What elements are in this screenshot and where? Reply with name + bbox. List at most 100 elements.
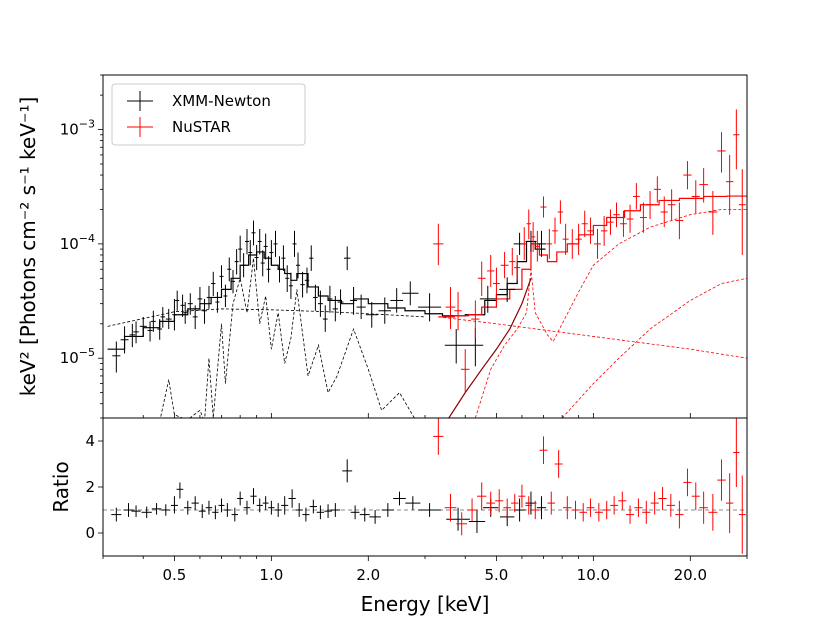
spectrum-points <box>112 109 746 393</box>
spectrum-xmm-point <box>183 302 188 324</box>
ratio-nustar-point <box>547 491 556 515</box>
model-line-6 <box>561 277 747 418</box>
ratio-nustar-point <box>610 496 619 515</box>
ratio-nustar-point <box>602 500 611 520</box>
spectrum-xmm-point <box>241 253 246 278</box>
spectrum-xmm-point <box>277 256 282 283</box>
spectrum-nustar-point <box>477 261 486 297</box>
legend-label: NuSTAR <box>172 118 231 136</box>
ratio-xmm-point <box>405 496 421 510</box>
spectrum-nustar-point <box>514 254 521 281</box>
spectrum-xmm-point <box>223 284 228 308</box>
model-line-4 <box>160 258 415 418</box>
ratio-xmm-point <box>268 500 275 515</box>
spectrum-xmm-point <box>296 252 301 279</box>
spectrum-nustar-point <box>487 254 495 287</box>
spectrum-nustar-point <box>530 222 536 252</box>
spectrum-xmm-point <box>192 305 198 330</box>
y-tick-label: 10−4 <box>60 232 95 253</box>
spectrum-xmm-point <box>266 256 271 283</box>
ratio-xmm-point <box>281 496 289 515</box>
legend: XMM-Newton NuSTAR <box>111 83 306 146</box>
spectrum-xmm-point <box>129 323 136 348</box>
spectrum-xmm-point <box>317 290 323 317</box>
spectrum-nustar-point <box>546 228 553 259</box>
spectrum-xmm-point <box>285 265 290 292</box>
ratio-nustar-point <box>579 503 587 522</box>
spectrum-nustar-point <box>594 228 601 259</box>
spectrum-xmm-point <box>390 288 404 313</box>
model-line-5 <box>474 209 747 418</box>
ratio-xmm-point <box>309 499 317 514</box>
ratio-xmm-point <box>176 482 184 499</box>
ratio-xmm-point <box>316 505 325 520</box>
spectrum-xmm-point <box>350 286 358 315</box>
spectrum-nustar-point <box>471 300 480 339</box>
spectrum-nustar-point <box>492 267 500 299</box>
spectrum-xmm-point <box>281 245 286 271</box>
ratio-xmm-point <box>262 496 269 510</box>
spectrum-nustar-point <box>500 251 509 279</box>
spectrum-nustar-point <box>683 161 692 190</box>
ratio-xmm-point <box>243 500 251 515</box>
spectrum-nustar-point <box>620 210 627 237</box>
ratio-xmm-point <box>161 504 171 516</box>
ratio-nustar-point <box>554 450 563 478</box>
spectrum-nustar-point <box>639 202 647 233</box>
spectrum-xmm-point <box>444 329 468 364</box>
x-axis-title: Energy [keV] <box>361 592 490 616</box>
ratio-xmm-point <box>256 498 263 513</box>
spectrum-xmm-point <box>499 277 516 303</box>
spectrum-xmm-point <box>273 230 278 257</box>
spectrum-xmm-point <box>337 289 344 315</box>
ratio-xmm-point <box>324 504 332 519</box>
ratio-xmm-point <box>237 491 244 506</box>
spectrum-xmm-point <box>206 285 212 309</box>
spectrum-nustar-point <box>581 210 588 237</box>
spectrum-xmm-point <box>244 228 249 255</box>
spectrum-nustar-point <box>717 132 726 173</box>
model-line-7 <box>448 278 532 418</box>
ratio-nustar-point <box>571 500 580 520</box>
spectrum-xmm-point <box>139 316 147 337</box>
spectrum-xmm-point <box>288 272 293 299</box>
spectrum-xmm-point <box>147 321 153 342</box>
spectrum-nustar-point <box>454 291 462 331</box>
ratio-xmm-point <box>536 496 547 520</box>
spectrum-nustar-point <box>587 217 594 244</box>
spectrum-nustar-point <box>569 228 576 259</box>
ratio-nustar-point <box>658 487 667 510</box>
spectrum-nustar-point <box>699 168 708 203</box>
ratio-xmm-point <box>468 510 486 533</box>
ratio-nustar-point <box>456 512 468 536</box>
spectrum-nustar-point <box>733 109 740 170</box>
spectrum-xmm-point <box>157 319 163 340</box>
ratio-nustar-point <box>539 436 548 464</box>
ratio-panel: 0 2 4 Ratio <box>49 417 748 557</box>
x-tick-label: 10.0 <box>577 566 610 584</box>
ratio-points <box>111 418 746 554</box>
spectrum-xmm-point <box>269 240 274 266</box>
y-tick-label: 10−5 <box>60 346 95 367</box>
y-tick-label: 10−3 <box>60 118 95 139</box>
spectrum-nustar-point <box>613 202 620 228</box>
x-tick-label: 2.0 <box>356 566 380 584</box>
ratio-y-tick-label: 4 <box>85 432 95 450</box>
ratio-nustar-point <box>733 418 740 487</box>
ratio-xmm-point <box>288 489 296 508</box>
y-tick-base: 10 <box>60 235 79 253</box>
ratio-nustar-point <box>708 493 718 531</box>
model-line-3 <box>438 316 747 359</box>
spectrum-xmm-point <box>215 291 220 313</box>
ratio-xmm-point <box>369 510 381 524</box>
model-lines <box>107 195 747 418</box>
spectrum-nustar-point <box>433 223 444 266</box>
spectrum-xmm-point <box>536 230 547 257</box>
ratio-nustar-point <box>594 503 603 522</box>
spectrum-xmm-point <box>172 298 177 331</box>
spectrum-xmm-point <box>378 297 392 324</box>
spectrum-nustar-point <box>600 216 608 246</box>
ratio-nustar-point <box>531 500 539 520</box>
spectrum-xmm-point <box>133 321 139 344</box>
